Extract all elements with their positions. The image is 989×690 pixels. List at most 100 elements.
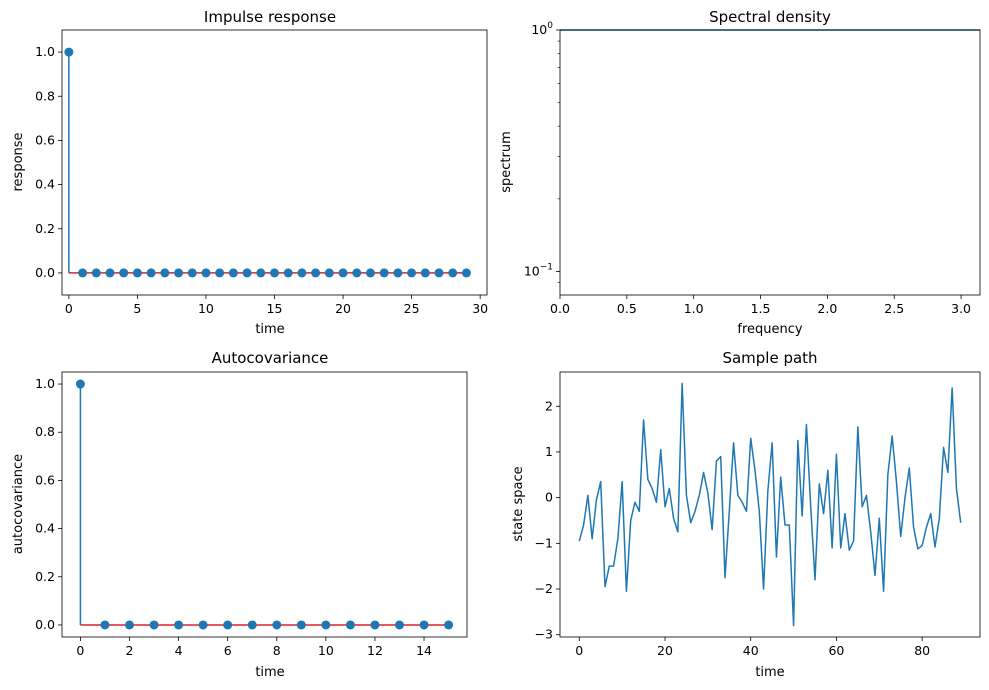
axes-frame [559,371,981,638]
stem-marker [272,620,282,630]
x-axis-label: frequency [737,322,803,337]
stem-marker [324,268,334,278]
stem-marker [187,268,197,278]
y-axis-label: autocovariance [11,454,26,554]
stem-marker [149,620,159,630]
x-tick-label: 12 [367,643,383,658]
x-tick-label: 2.5 [884,301,904,316]
stem-marker [174,620,184,630]
x-tick-label: 0 [76,643,84,658]
y-tick-label: 100 [531,21,553,37]
stem-marker [365,268,375,278]
ticks-layer: 0 20 40 60 80 −3 −2 −1 0 1 2 [535,398,931,658]
y-tick-label: 0.2 [35,569,55,584]
x-tick-label: 8 [273,643,281,658]
x-tick-label: 10 [318,643,334,658]
stem-marker [146,268,156,278]
stem-marker [223,620,233,630]
y-tick-label: 0.8 [35,88,55,103]
y-tick-label: 2 [545,398,553,413]
x-tick-label: 20 [657,643,673,658]
x-tick-label: 5 [133,301,141,316]
y-tick-label: 0.0 [35,617,55,632]
panel-sample-path: Sample path 0 20 40 60 80 −3 −2 −1 0 1 2 time stat… [511,349,981,680]
y-tick-label: 0.4 [35,521,55,536]
stem-marker [78,268,88,278]
stem-marker [434,268,444,278]
y-tick-label: 0.0 [35,265,55,280]
stem-marker [119,268,129,278]
x-tick-label: 6 [224,643,232,658]
stem-marker [105,268,115,278]
x-axis-label: time [255,665,284,680]
stem-marker [420,268,430,278]
data-layer [75,379,454,630]
panel-autocovariance: Autocovariance 0 2 4 6 8 10 12 14 0.0 0.2 0.4 0.6 0.… [11,349,468,680]
y-axis-label: state space [511,466,526,541]
stem-marker [91,268,101,278]
stem-marker [160,268,170,278]
x-tick-label: 2 [126,643,134,658]
y-tick-label: 0 [545,490,553,505]
stem-marker [270,268,279,278]
y-tick-label: 1.0 [35,44,55,59]
stem-marker [64,47,74,57]
stem-marker [174,268,184,278]
stem-marker [448,268,458,278]
stem-marker [215,268,225,278]
y-tick-label: 10−1 [524,263,553,279]
stem-marker [393,268,403,278]
data-layer [64,47,471,278]
stem-marker [228,268,238,278]
x-tick-label: 40 [743,643,759,658]
x-tick-label: 3.0 [951,301,971,316]
stem-marker [311,268,321,278]
x-tick-label: 14 [416,643,432,658]
y-tick-label: 0.8 [35,424,55,439]
stem-marker [321,620,331,630]
y-tick-label: 1.0 [35,376,55,391]
chart-title: Autocovariance [212,349,329,367]
x-tick-label: 15 [267,301,283,316]
x-tick-label: 30 [472,301,488,316]
stem-marker [283,268,293,278]
x-tick-label: 25 [404,301,420,316]
stem-marker [256,268,266,278]
stem-marker [132,268,142,278]
y-tick-label: −3 [535,627,553,642]
y-tick-label: −2 [535,581,553,596]
stem-marker [201,268,211,278]
chart-title: Impulse response [204,8,336,26]
data-layer [578,382,962,627]
stem-marker [338,268,348,278]
stem-marker [419,620,429,630]
x-tick-label: 4 [175,643,183,658]
chart-title: Sample path [722,349,817,367]
stem-marker [75,379,85,389]
panel-impulse-response: Impulse response 0 5 10 15 20 25 30 0.0 0.2 0.4 0.… [11,8,488,337]
stem-marker [345,620,355,630]
y-tick-label: 0.4 [35,177,55,192]
stem-marker [125,620,134,630]
stem-marker [461,268,471,278]
x-tick-label: 10 [198,301,214,316]
y-tick-label: 0.2 [35,221,55,236]
ticks-layer: 0.0 0.5 1.0 1.5 2.0 2.5 3.0 100 10−1 [524,21,971,316]
axes-frame [61,29,488,296]
stem-marker [395,620,404,630]
ticks-layer: 0 2 4 6 8 10 12 14 0.0 0.2 0.4 0.6 0.8 1.0 [35,376,432,658]
axes-frame [61,371,468,638]
stem-marker [100,620,110,630]
x-tick-label: 1.5 [751,301,771,316]
stem-marker [297,268,307,278]
stem-marker [370,620,380,630]
x-tick-label: 0.0 [550,301,570,316]
x-tick-label: 60 [828,643,844,658]
y-tick-label: 0.6 [35,132,55,147]
chart-title: Spectral density [709,8,831,26]
stem-marker [296,620,306,630]
x-tick-label: 20 [335,301,351,316]
y-tick-label: 1 [545,444,553,459]
stem-marker [407,268,417,278]
x-tick-label: 0 [65,301,73,316]
